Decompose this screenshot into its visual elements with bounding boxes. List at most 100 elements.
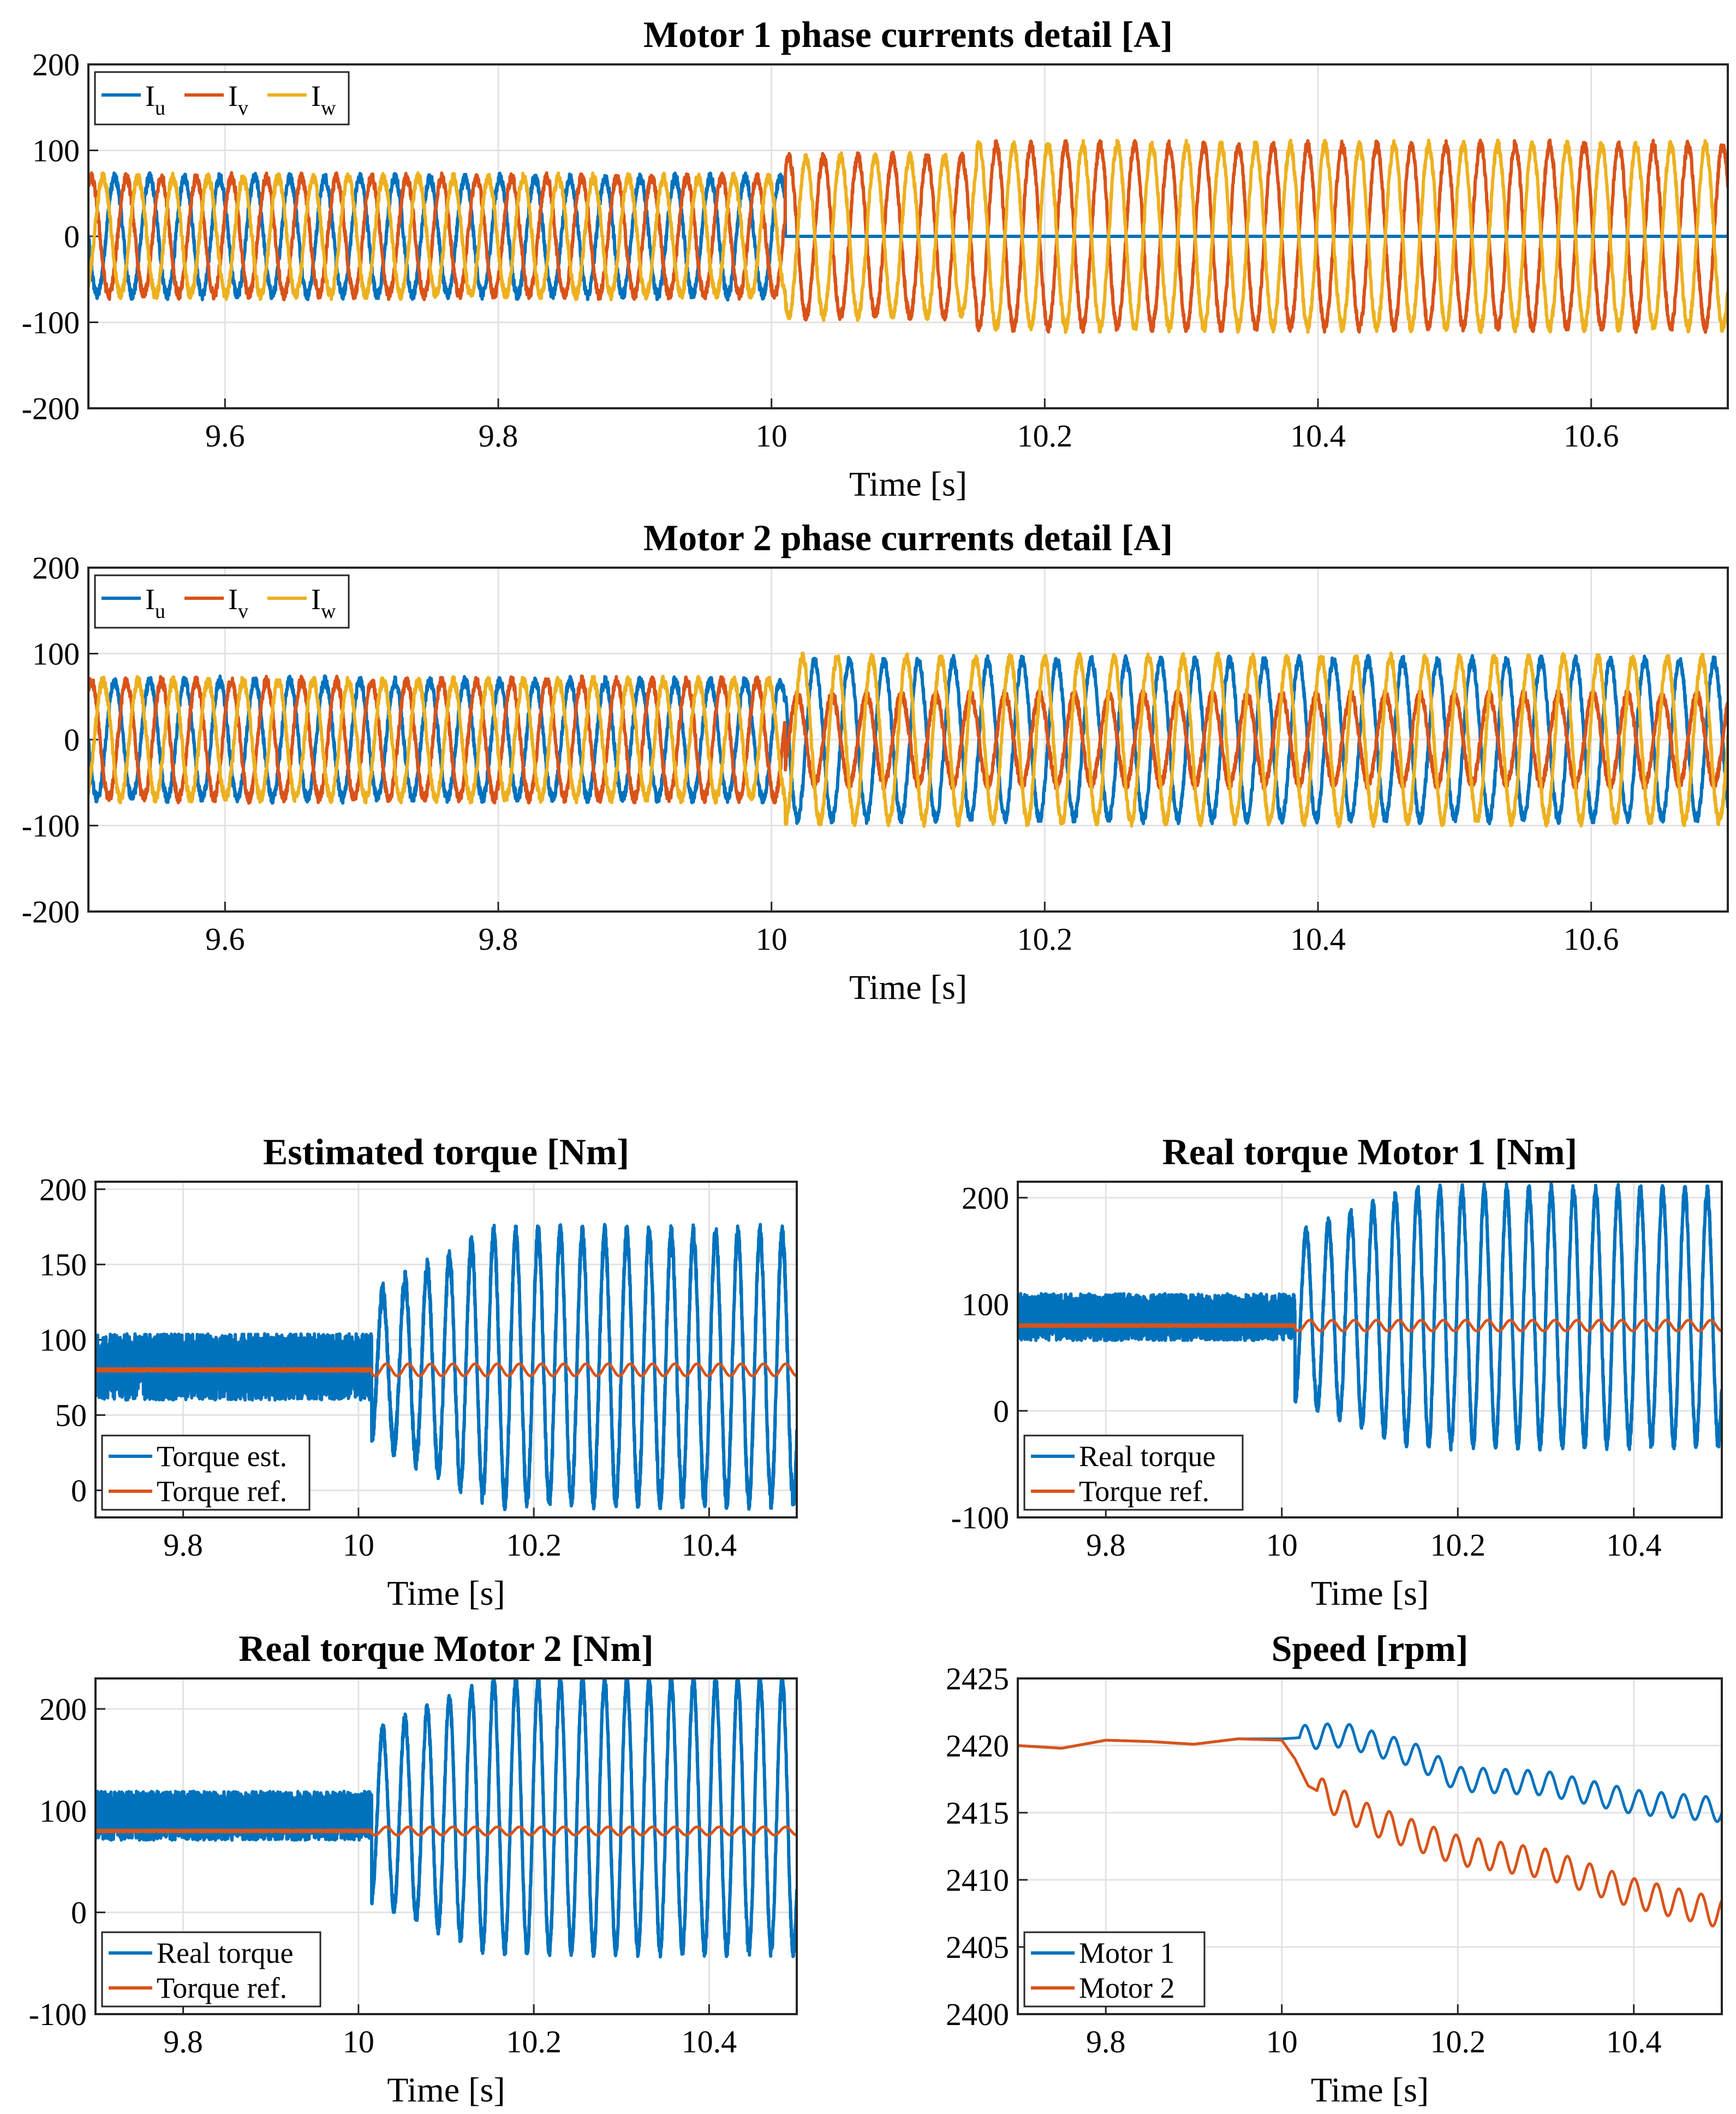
legend-label: I — [145, 80, 155, 112]
series-line-torque-ref- — [1018, 1319, 1722, 1332]
chart-sp: 9.8 10 10.2 10.4 2400 2405 2410 2415 2420 2425 Spe… — [946, 1628, 1723, 2109]
x-tick-label: 9.8 — [1086, 1527, 1126, 1563]
x-axis-label: Time [s] — [387, 2070, 505, 2109]
legend-label: Torque est. — [157, 1440, 287, 1473]
x-axis-label: Time [s] — [1311, 2070, 1429, 2109]
y-tick-label: 2415 — [946, 1795, 1009, 1831]
x-tick-label: 10.2 — [506, 1527, 562, 1563]
legend-label: Torque ref. — [1079, 1475, 1209, 1508]
y-tick-label: 2420 — [946, 1728, 1009, 1764]
legend-label: I — [145, 583, 155, 616]
x-axis-label: Time [s] — [849, 968, 967, 1007]
x-axis-label: Time [s] — [849, 465, 967, 503]
series-line-torque-est- — [96, 1223, 797, 1511]
chart-title: Real torque Motor 2 [Nm] — [238, 1628, 653, 1669]
x-tick-label: 9.6 — [205, 418, 245, 454]
series-line-torque-ref- — [96, 1825, 797, 1837]
y-tick-label: 0 — [71, 1473, 87, 1508]
legend-label: Torque ref. — [157, 1475, 287, 1508]
legend-subscript: v — [238, 600, 248, 623]
axes-box — [87, 567, 1729, 913]
series-line-real-torque — [1018, 1182, 1722, 1452]
series-line-iu — [88, 653, 1728, 825]
legend-label: Real torque — [157, 1937, 293, 1969]
legend-label: Motor 1 — [1079, 1937, 1175, 1969]
chart-title: Real torque Motor 1 [Nm] — [1162, 1131, 1577, 1172]
legend-entry: Iv — [228, 80, 248, 120]
axes-box — [1017, 1181, 1723, 1518]
series-line-iw — [88, 138, 1728, 334]
chart-title: Speed [rpm] — [1272, 1628, 1469, 1669]
y-tick-label: -200 — [22, 894, 80, 930]
x-tick-label: 9.8 — [479, 418, 518, 454]
legend-label: I — [228, 583, 238, 616]
y-tick-label: 100 — [32, 133, 80, 169]
chart-m2: 9.6 9.8 10 10.2 10.4 10.6 -200 -100 0 100 200 Motor… — [22, 517, 1729, 1007]
x-tick-label: 10 — [1266, 2024, 1298, 2059]
y-tick-label: 50 — [55, 1397, 87, 1433]
axes-box — [94, 1181, 798, 1518]
legend-entry: Iu — [145, 80, 165, 120]
legend-box — [101, 1434, 311, 1511]
x-tick-label: 10.2 — [506, 2024, 562, 2059]
legend-subscript: w — [321, 97, 336, 120]
x-tick-label: 10.4 — [682, 2024, 737, 2059]
chart-t2: 9.8 10 10.2 10.4 -100 0 100 200 Real torque Moto… — [29, 1628, 798, 2109]
x-tick-label: 10.2 — [1430, 1527, 1486, 1563]
legend: Iu Iv Iw — [94, 574, 350, 629]
y-tick-label: 150 — [39, 1247, 87, 1283]
y-tick-label: 2425 — [946, 1661, 1009, 1696]
legend-subscript: u — [155, 97, 165, 120]
x-tick-label: 10 — [343, 1527, 374, 1563]
series-line-real-torque — [96, 1678, 797, 1959]
x-tick-label: 10.2 — [1017, 418, 1073, 454]
legend-entry: Iv — [228, 583, 248, 623]
chart-title: Estimated torque [Nm] — [263, 1131, 629, 1172]
legend-label: I — [311, 80, 321, 112]
y-tick-label: -100 — [22, 808, 80, 844]
series-line-torque-ref- — [96, 1362, 797, 1378]
x-tick-label: 9.8 — [1086, 2024, 1126, 2059]
axes-box — [87, 63, 1729, 409]
legend: Iu Iv Iw — [94, 71, 350, 126]
y-tick-label: 100 — [962, 1287, 1009, 1323]
x-tick-label: 9.8 — [479, 921, 518, 957]
legend-box — [94, 71, 350, 126]
x-tick-label: 9.6 — [205, 921, 245, 957]
series-line-iw — [88, 651, 1728, 828]
chart-title: Motor 2 phase currents detail [A] — [643, 517, 1173, 558]
legend-entry: Iw — [311, 80, 336, 120]
x-tick-label: 10.4 — [1290, 418, 1346, 454]
chart-t1: 9.8 10 10.2 10.4 -100 0 100 200 Real torque Moto… — [951, 1131, 1723, 1612]
chart-te: 9.8 10 10.2 10.4 0 50 100 150 200 Estimated torqu… — [39, 1131, 798, 1612]
y-tick-label: 0 — [64, 219, 80, 254]
legend-label: I — [228, 80, 238, 112]
y-tick-label: 200 — [39, 1172, 87, 1207]
legend-subscript: w — [321, 600, 336, 623]
y-tick-label: -100 — [29, 1997, 87, 2032]
x-tick-label: 9.8 — [163, 1527, 203, 1563]
x-tick-label: 10.6 — [1564, 418, 1619, 454]
y-tick-label: 100 — [39, 1323, 87, 1358]
legend-label: Real torque — [1079, 1440, 1215, 1473]
y-tick-label: 2405 — [946, 1930, 1009, 1965]
y-tick-label: 0 — [64, 722, 80, 758]
y-tick-label: 200 — [962, 1180, 1009, 1216]
x-tick-label: 10 — [756, 418, 788, 454]
x-axis-label: Time [s] — [1311, 1574, 1429, 1612]
x-tick-label: 9.8 — [163, 2024, 203, 2059]
chart-m1: 9.6 9.8 10 10.2 10.4 10.6 -200 -100 0 100 200 Motor… — [22, 14, 1729, 503]
axes-box — [94, 1677, 798, 2015]
legend-entry: Iu — [145, 583, 165, 623]
y-tick-label: -100 — [22, 305, 80, 341]
y-tick-label: 200 — [32, 550, 80, 586]
legend-label: Torque ref. — [157, 1972, 287, 2004]
legend-subscript: u — [155, 600, 165, 623]
y-tick-label: 200 — [39, 1692, 87, 1727]
x-tick-label: 10 — [756, 921, 788, 957]
x-tick-label: 10.2 — [1017, 921, 1073, 957]
